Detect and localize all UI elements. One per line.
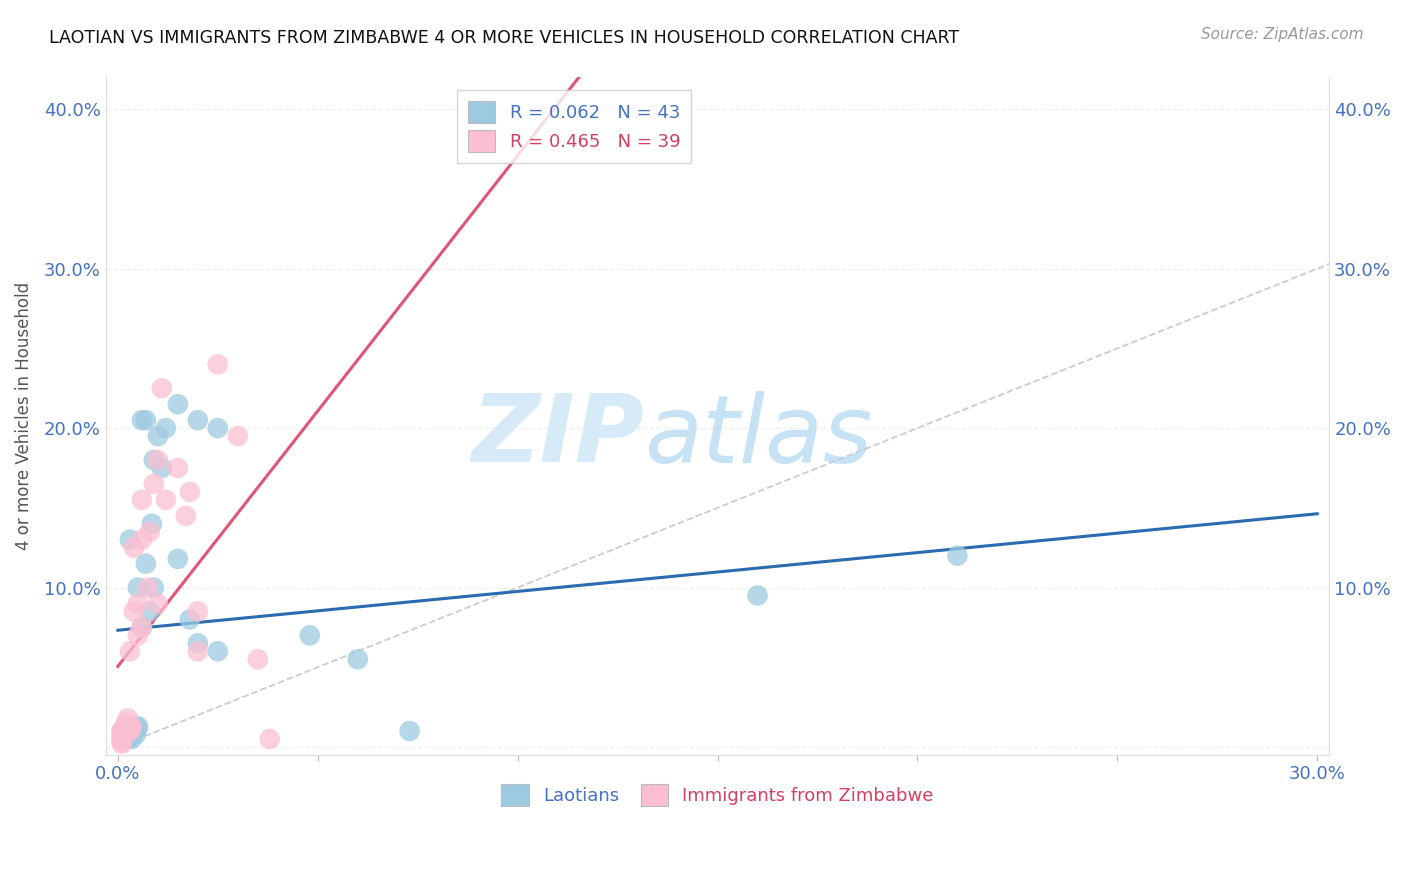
Point xyxy=(179,612,201,626)
Point xyxy=(127,719,149,733)
Text: ZIP: ZIP xyxy=(471,391,644,483)
Point xyxy=(111,737,134,751)
Point xyxy=(146,429,169,443)
Point xyxy=(398,723,420,738)
Point xyxy=(115,723,138,738)
Point xyxy=(166,397,188,411)
Point xyxy=(111,735,134,749)
Point xyxy=(246,652,269,666)
Point xyxy=(131,620,153,634)
Point xyxy=(142,453,165,467)
Point xyxy=(166,551,188,566)
Point xyxy=(141,516,163,531)
Point xyxy=(111,723,134,738)
Point xyxy=(747,589,769,603)
Point xyxy=(122,541,145,555)
Point xyxy=(111,731,134,746)
Point xyxy=(142,477,165,491)
Point xyxy=(150,461,173,475)
Point xyxy=(207,357,229,371)
Point xyxy=(131,533,153,547)
Point xyxy=(136,581,159,595)
Point xyxy=(118,723,141,737)
Point xyxy=(118,644,141,658)
Point xyxy=(111,723,134,738)
Point xyxy=(121,731,143,746)
Point xyxy=(155,421,177,435)
Point xyxy=(115,723,138,738)
Point xyxy=(150,381,173,395)
Point xyxy=(142,581,165,595)
Point xyxy=(207,644,229,658)
Point xyxy=(135,413,157,427)
Point xyxy=(118,533,141,547)
Point xyxy=(121,721,143,735)
Point xyxy=(111,731,134,746)
Point xyxy=(122,604,145,618)
Point xyxy=(127,628,149,642)
Point xyxy=(111,727,134,741)
Point xyxy=(187,636,209,650)
Point xyxy=(125,727,148,741)
Point xyxy=(115,729,138,743)
Point xyxy=(115,716,138,731)
Point xyxy=(111,729,134,743)
Text: Source: ZipAtlas.com: Source: ZipAtlas.com xyxy=(1201,27,1364,42)
Point xyxy=(127,597,149,611)
Point xyxy=(146,597,169,611)
Point xyxy=(111,727,134,741)
Point xyxy=(131,492,153,507)
Point xyxy=(118,727,141,741)
Point xyxy=(131,620,153,634)
Point xyxy=(118,723,141,738)
Legend: Laotians, Immigrants from Zimbabwe: Laotians, Immigrants from Zimbabwe xyxy=(495,777,941,814)
Point xyxy=(139,604,162,618)
Point xyxy=(166,461,188,475)
Point xyxy=(226,429,249,443)
Point xyxy=(118,731,141,745)
Text: atlas: atlas xyxy=(644,391,872,482)
Point xyxy=(155,492,177,507)
Point xyxy=(127,721,149,735)
Point xyxy=(118,723,141,737)
Point xyxy=(115,721,138,735)
Point xyxy=(131,413,153,427)
Point xyxy=(117,711,139,725)
Point xyxy=(115,731,138,746)
Point xyxy=(122,723,145,737)
Point xyxy=(187,604,209,618)
Point xyxy=(207,421,229,435)
Point xyxy=(111,733,134,747)
Y-axis label: 4 or more Vehicles in Household: 4 or more Vehicles in Household xyxy=(15,282,32,550)
Point xyxy=(298,628,321,642)
Point xyxy=(135,557,157,571)
Point xyxy=(118,729,141,743)
Point xyxy=(112,723,135,737)
Point xyxy=(139,524,162,539)
Point xyxy=(259,731,281,746)
Point xyxy=(146,453,169,467)
Point xyxy=(112,731,135,746)
Point xyxy=(187,413,209,427)
Point xyxy=(946,549,969,563)
Point xyxy=(174,508,197,523)
Text: LAOTIAN VS IMMIGRANTS FROM ZIMBABWE 4 OR MORE VEHICLES IN HOUSEHOLD CORRELATION : LAOTIAN VS IMMIGRANTS FROM ZIMBABWE 4 OR… xyxy=(49,29,959,47)
Point xyxy=(118,719,141,733)
Point xyxy=(112,721,135,735)
Point xyxy=(346,652,368,666)
Point xyxy=(127,581,149,595)
Point xyxy=(179,484,201,499)
Point xyxy=(187,644,209,658)
